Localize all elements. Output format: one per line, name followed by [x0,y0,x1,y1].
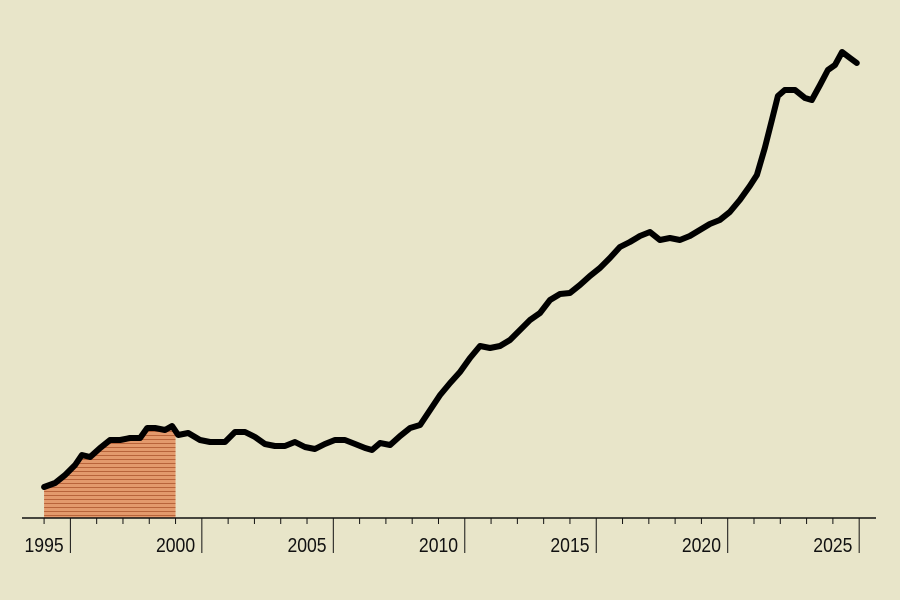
x-tick-label: 2025 [813,534,852,556]
line [41,49,860,490]
x-tick-label: 1995 [25,534,64,556]
x-tick-label: 2005 [287,534,326,556]
x-tick-label: 2010 [419,534,458,556]
x-tick-label: 2015 [550,534,589,556]
x-tick-label: 2020 [682,534,721,556]
shaded-hatch [44,426,176,518]
x-tick-label: 2000 [156,534,195,556]
